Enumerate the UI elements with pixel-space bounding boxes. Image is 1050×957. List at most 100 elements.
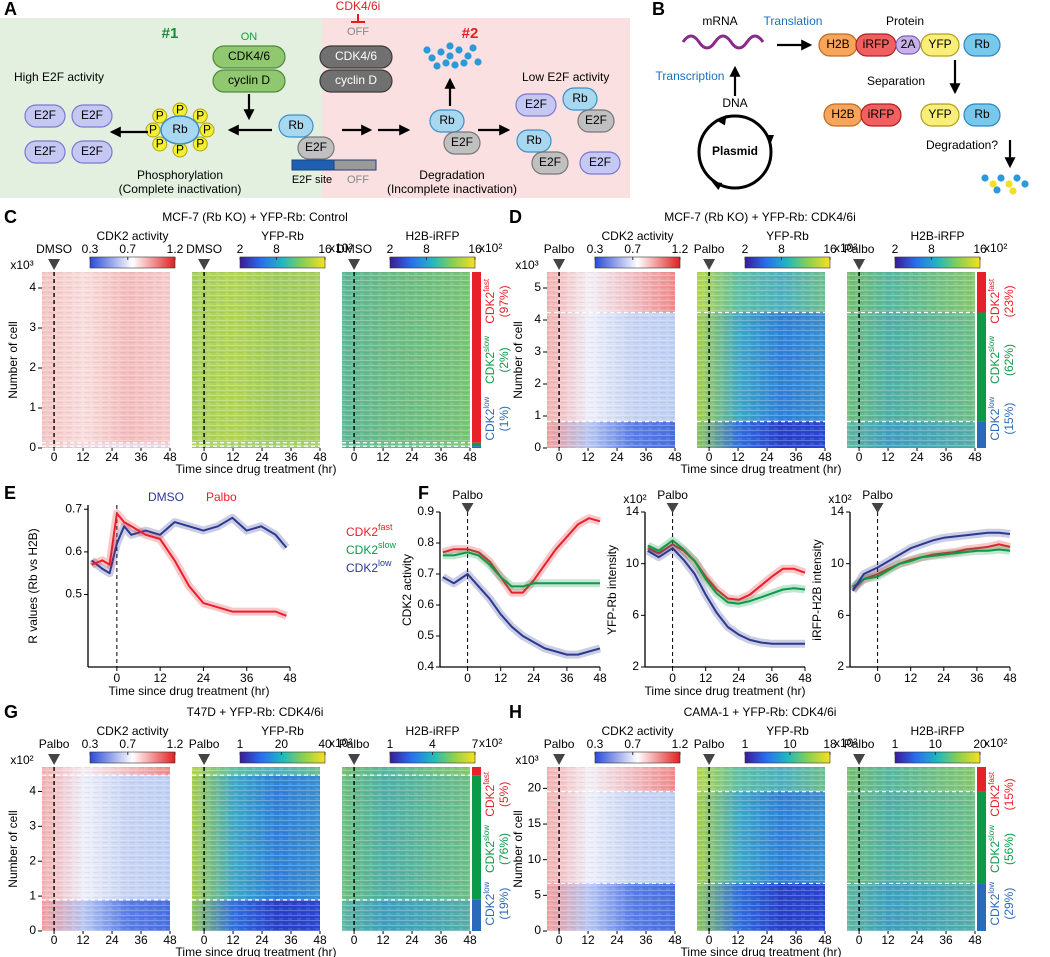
x-axis-label: Time since drug treatment (hr): [645, 684, 806, 698]
x-tick-label: 48: [463, 450, 477, 464]
phosphate-label: P: [203, 123, 211, 137]
group-label: CDK2low: [987, 881, 1003, 925]
y-tick-label: 0.6: [65, 544, 82, 558]
node-box: [319, 45, 393, 69]
colorbar-tick-label: 2: [742, 242, 749, 256]
colorbar-tick-label: 16: [973, 242, 987, 256]
colorbar-tick-label: 2: [237, 242, 244, 256]
x-tick-label: 36: [789, 933, 803, 947]
node-box: [516, 129, 552, 153]
node-box: [531, 151, 569, 175]
colorbar-title: YFP-Rb: [261, 724, 304, 738]
panel-label: G: [4, 702, 18, 722]
treatment-label: Palbo: [189, 737, 220, 751]
node-box: [443, 131, 481, 155]
y-tick-label: 14: [626, 504, 640, 518]
degraded-fragment: [446, 52, 454, 60]
node-box: [895, 35, 921, 55]
heatmap-texture: [42, 767, 170, 931]
e2f-site: [291, 159, 335, 171]
node-label: iRFP: [863, 37, 890, 51]
node-label: CDK4/6: [335, 49, 377, 63]
treatment-marker: [198, 754, 211, 765]
group-label: CDK2low: [482, 396, 498, 440]
group-share: (1%): [497, 406, 511, 431]
group-share: (97%): [497, 285, 511, 317]
y-tick-label: 10: [626, 556, 640, 570]
colorbar: [594, 256, 681, 269]
colorbar-tick-label: 4: [429, 737, 436, 751]
y-tick-label: 5: [534, 280, 541, 294]
treatment-marker: [853, 754, 866, 765]
x-tick-label: 36: [240, 671, 254, 685]
group-name-sup: slow: [987, 336, 996, 352]
treatment-marker: [871, 503, 884, 513]
node-box: [297, 136, 335, 160]
node-box: [24, 104, 66, 128]
degraded-fragment: [464, 52, 472, 60]
colorbar-tick-label: 0.3: [82, 242, 99, 256]
treatment-label: Palbo: [844, 242, 875, 256]
node-box: [212, 45, 286, 69]
node-label: Rb: [974, 37, 990, 51]
site-label: E2F site: [292, 174, 332, 186]
group-bar: [977, 421, 986, 448]
treatment-label: Palbo: [862, 488, 893, 502]
node-label: H2B: [826, 37, 849, 51]
node-box: [515, 93, 557, 117]
node-text: mRNA: [702, 14, 737, 28]
y-axis-label: YFP-Rb intensity: [605, 545, 619, 635]
colorbar: [744, 751, 831, 764]
inhibitor-label: CDK4/6i: [336, 0, 381, 13]
colorbar-multiplier: x10²: [984, 736, 1007, 750]
node-box: [577, 109, 615, 133]
group-share: (23%): [1002, 285, 1016, 317]
panel-title: CAMA-1 + YFP-Rb: CDK4/6i: [684, 705, 837, 719]
group-share: (19%): [497, 888, 511, 920]
state-label: OFF: [347, 26, 369, 38]
x-tick-label: 12: [581, 933, 595, 947]
node-label: E2F: [305, 140, 327, 154]
node-box: [579, 151, 621, 175]
y-tick-label: 0.8: [417, 535, 434, 549]
degraded-fragment: [437, 48, 445, 56]
heatmap-texture: [342, 272, 470, 448]
colorbar-tick-label: 16: [468, 242, 482, 256]
series-line: [852, 548, 1011, 588]
series-line: [91, 512, 287, 617]
colorbar-multiplier: x10²: [984, 241, 1007, 255]
x-tick-label: 48: [818, 933, 832, 947]
x-tick-label: 12: [76, 450, 90, 464]
treatment-marker: [553, 259, 566, 270]
colorbar: [239, 751, 326, 764]
group-share: (62%): [1002, 344, 1016, 376]
group-bar: [472, 442, 481, 447]
colorbar: [594, 751, 681, 764]
treatment-label: Palbo: [339, 737, 370, 751]
colorbar-tick-label: 2: [892, 242, 899, 256]
group-name-sup: slow: [482, 336, 491, 352]
phosphate-label: P: [176, 143, 184, 157]
node-label: E2F: [451, 135, 473, 149]
x-tick-label: 48: [163, 933, 177, 947]
colorbar-tick-label: 2: [387, 242, 394, 256]
mrna-strand: [681, 34, 765, 50]
group-bar: [472, 775, 481, 900]
legend-label: Palbo: [206, 490, 237, 504]
heatmap-texture: [342, 767, 470, 931]
legend-name-sup: slow: [378, 540, 397, 550]
group-name: CDK2: [988, 784, 1002, 816]
x-tick-label: 36: [939, 450, 953, 464]
node-box: [71, 140, 113, 164]
node-label: YFP: [928, 37, 951, 51]
legend-name: CDK2: [346, 561, 378, 575]
colorbar-title: YFP-Rb: [766, 724, 809, 738]
state-label: ON: [241, 31, 258, 43]
y-axis-label: R values (Rb vs H2B): [26, 528, 40, 643]
node-label: Rb: [288, 118, 304, 132]
node-label: H2B: [831, 107, 854, 121]
group-name-sup: slow: [482, 825, 491, 841]
series-line: [647, 543, 806, 601]
series-line: [442, 517, 601, 594]
x-tick-label: 24: [105, 450, 119, 464]
